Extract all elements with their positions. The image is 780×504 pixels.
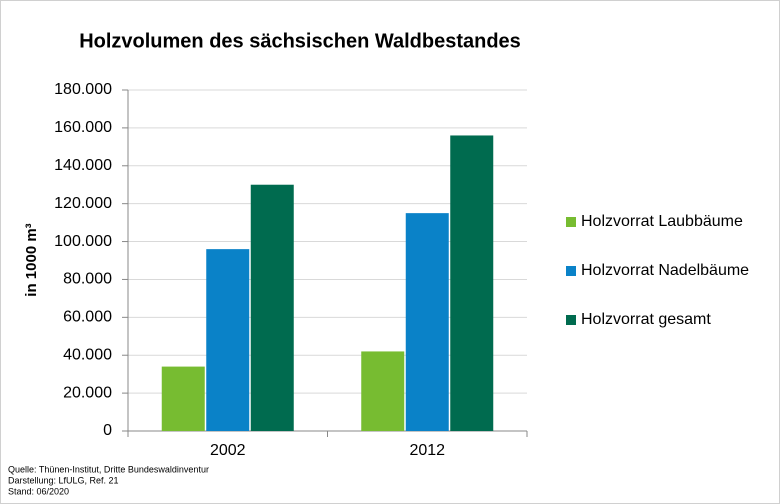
x-tick-label: 2002 (210, 442, 246, 459)
legend-swatch (566, 266, 576, 276)
bar (206, 249, 250, 431)
bar (405, 213, 449, 431)
legend-swatch (566, 217, 576, 227)
bar (361, 351, 405, 431)
legend-label: Holzvorrat gesamt (581, 311, 711, 328)
source-note: Quelle: Thünen-Institut, Dritte Bundeswa… (8, 464, 209, 474)
y-tick-label: 80.000 (63, 271, 112, 288)
bar (450, 135, 494, 431)
chart-title: Holzvolumen des sächsischen Waldbestande… (79, 30, 521, 52)
legend-label: Holzvorrat Nadelbäume (581, 262, 749, 279)
y-tick-label: 120.000 (54, 195, 112, 212)
y-tick-label: 100.000 (54, 233, 112, 250)
y-tick-label: 0 (103, 422, 112, 439)
source-note: Darstellung: LfULG, Ref. 21 (8, 475, 119, 485)
source-note: Stand: 06/2020 (8, 486, 69, 496)
legend-label: Holzvorrat Laubbäume (581, 213, 743, 230)
y-tick-label: 20.000 (63, 384, 112, 401)
x-tick-label: 2012 (409, 442, 445, 459)
bar (161, 366, 205, 431)
bar (250, 184, 294, 431)
y-tick-label: 40.000 (63, 346, 112, 363)
y-axis-label: in 1000 m³ (23, 223, 40, 296)
legend-swatch (566, 315, 576, 325)
y-tick-label: 180.000 (54, 81, 112, 98)
y-tick-label: 140.000 (54, 157, 112, 174)
y-tick-label: 160.000 (54, 119, 112, 136)
y-tick-label: 60.000 (63, 309, 112, 326)
